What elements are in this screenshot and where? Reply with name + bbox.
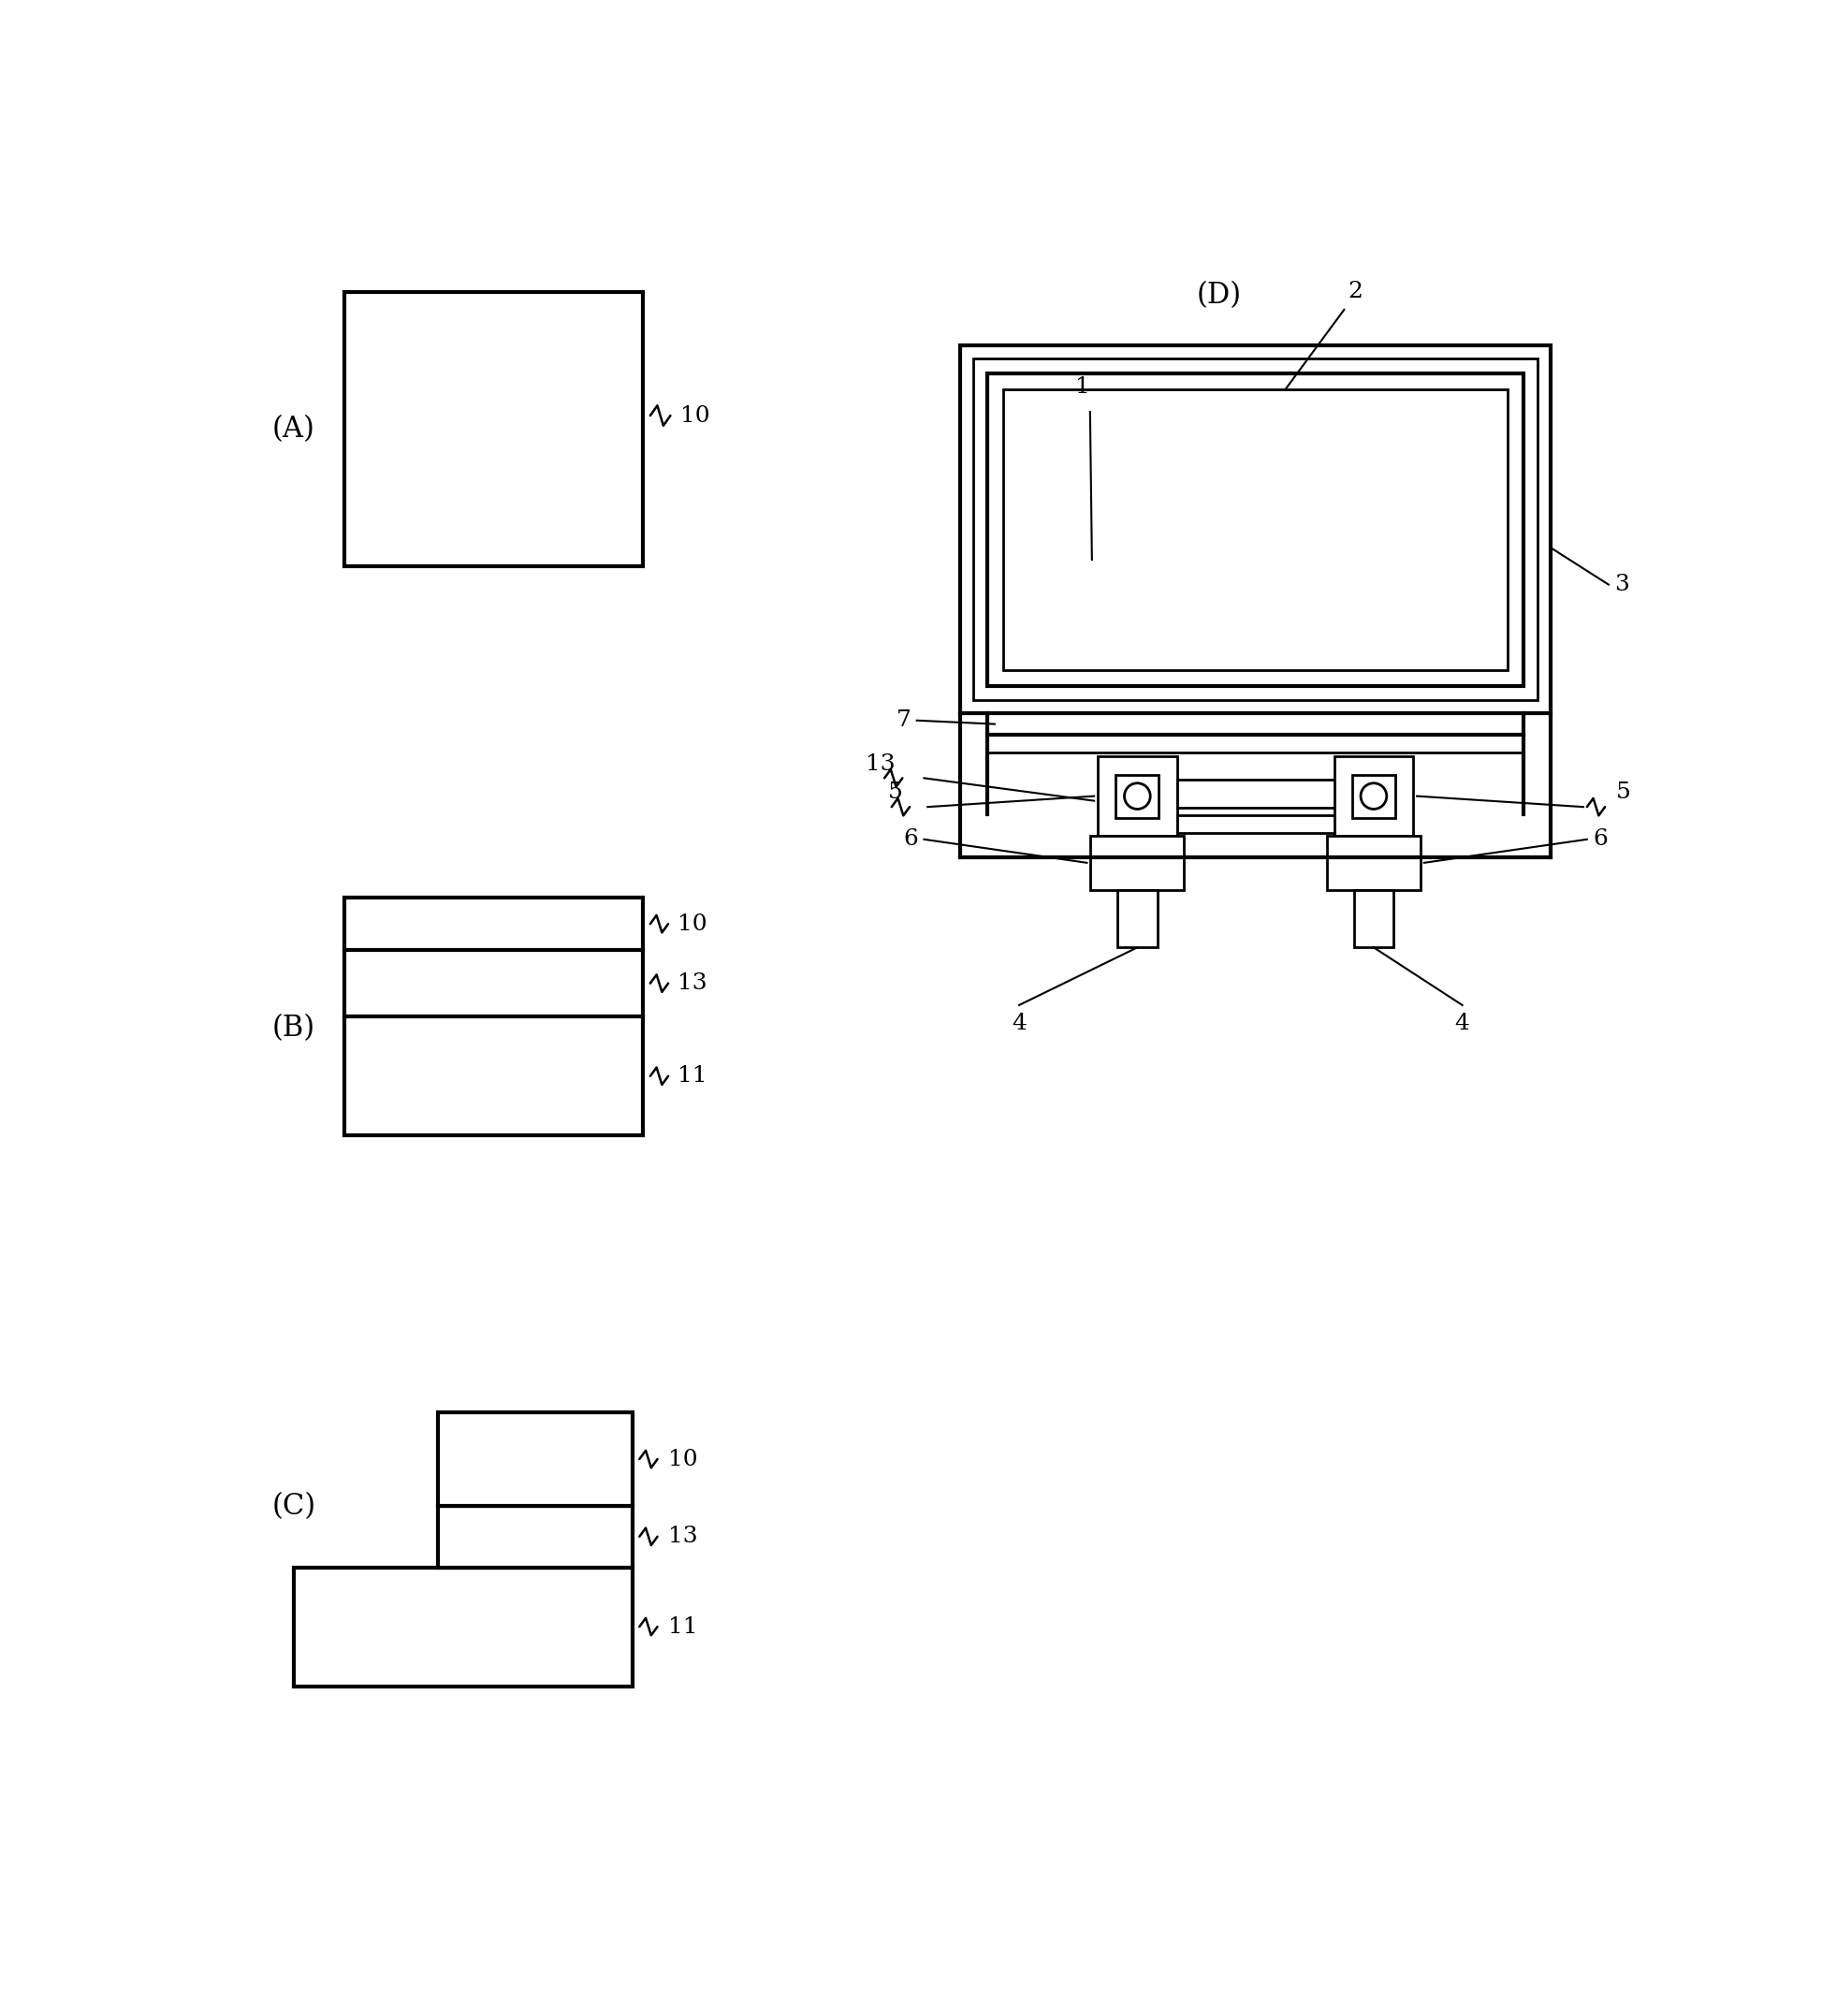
Bar — [437, 1413, 632, 1506]
Text: 6: 6 — [904, 829, 918, 851]
Text: 13: 13 — [669, 1526, 698, 1548]
Text: 11: 11 — [678, 1064, 707, 1087]
Text: 5: 5 — [1616, 782, 1631, 802]
Bar — [1177, 814, 1334, 833]
Bar — [1115, 774, 1159, 818]
Text: 7: 7 — [896, 710, 911, 732]
Bar — [1091, 837, 1184, 889]
Bar — [1004, 389, 1509, 669]
Text: 4: 4 — [1011, 1012, 1026, 1034]
Text: 13: 13 — [865, 752, 895, 774]
Text: 4: 4 — [1456, 1012, 1470, 1034]
Circle shape — [1124, 782, 1150, 808]
Text: 10: 10 — [678, 913, 707, 935]
Bar — [960, 345, 1551, 714]
Bar — [1117, 889, 1157, 948]
Bar — [1354, 889, 1394, 948]
Bar — [1334, 756, 1414, 837]
Bar — [1352, 774, 1396, 818]
Text: 13: 13 — [678, 972, 707, 994]
Bar — [1177, 778, 1334, 808]
Text: 2: 2 — [1348, 280, 1363, 302]
Text: 10: 10 — [680, 405, 711, 425]
Text: (B): (B) — [271, 1014, 315, 1042]
Text: 11: 11 — [669, 1617, 698, 1637]
Bar — [344, 897, 643, 1135]
Bar — [437, 1506, 632, 1566]
Bar — [973, 359, 1538, 700]
Text: 1: 1 — [1075, 375, 1090, 397]
Bar — [293, 1566, 632, 1685]
Bar — [1097, 756, 1177, 837]
Text: 3: 3 — [1614, 575, 1629, 595]
Text: (A): (A) — [271, 415, 315, 444]
Text: (D): (D) — [1197, 280, 1243, 310]
Bar — [988, 373, 1523, 685]
Text: 5: 5 — [887, 782, 902, 802]
Text: 6: 6 — [1592, 829, 1607, 851]
Text: (C): (C) — [271, 1492, 315, 1520]
Circle shape — [1361, 782, 1387, 808]
Text: 10: 10 — [669, 1447, 698, 1470]
Bar — [344, 292, 643, 566]
Bar — [1326, 837, 1421, 889]
